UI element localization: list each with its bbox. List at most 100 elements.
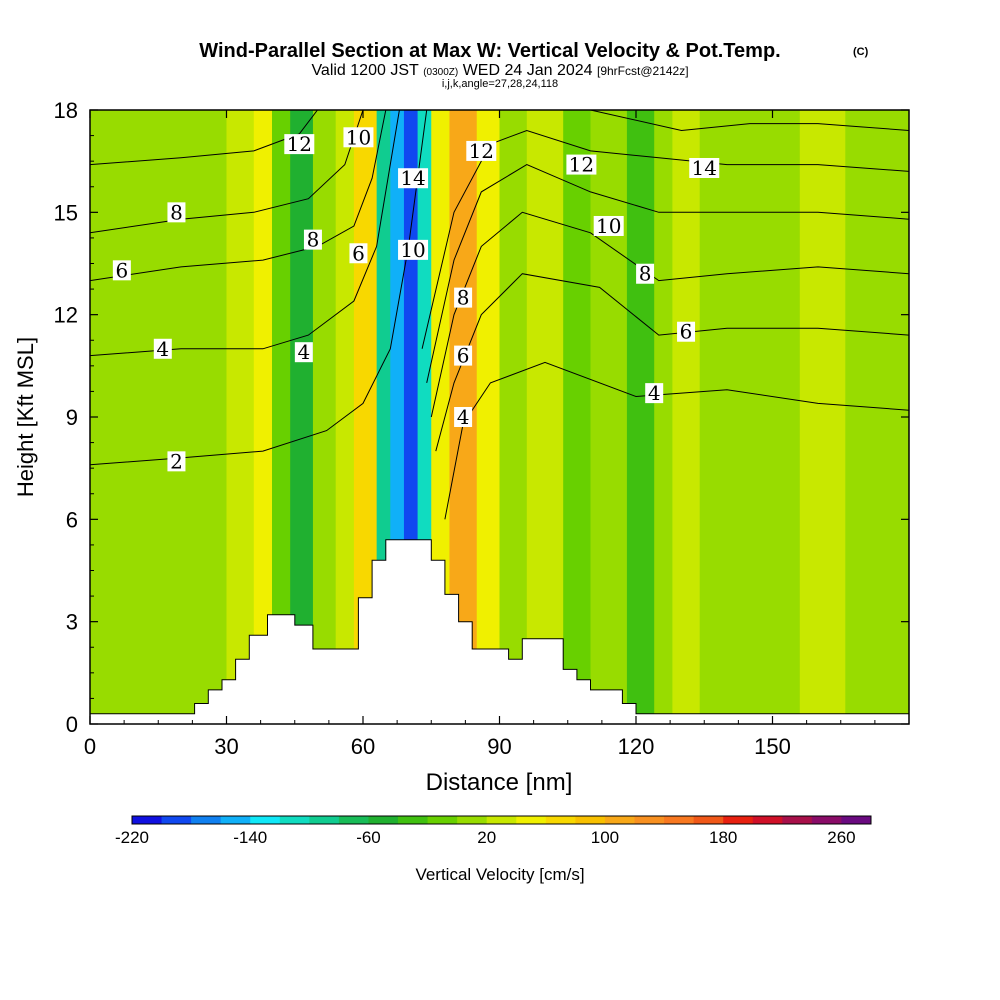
contour-label-box [593,215,624,236]
contour-label: 12 [469,139,494,163]
contour-label-box [454,287,473,308]
contour-label-box [677,321,696,342]
y-axis: 0 3 6 9 12 15 18 [54,98,909,737]
potential-temperature-contours [90,110,909,520]
contour-label-box [343,127,374,148]
velocity-column [353,110,378,724]
velocity-column [526,110,564,724]
x-tick-label: 60 [351,734,375,759]
colorbar-swatch [516,816,547,824]
x-tick-label: 90 [487,734,511,759]
colorbar-swatch [250,816,281,824]
colorbar-swatch [752,816,783,824]
velocity-column [226,110,255,724]
y-tick-label: 15 [54,200,78,225]
contour-label-box [167,451,186,472]
y-tick-label: 9 [66,405,78,430]
velocity-column [654,110,673,724]
velocity-column [108,110,155,724]
colorbar-tick-label: 100 [591,828,619,847]
contour-label: 8 [170,200,183,224]
colorbar-swatch [634,816,665,824]
contour-label: 4 [457,405,470,429]
x-axis: 0 30 60 90 120 150 [84,110,876,759]
contour-label-box [645,383,664,404]
velocity-column [799,110,846,724]
velocity-column [590,110,628,724]
velocity-column [845,110,909,724]
contour-label-box [349,243,368,264]
colorbar-swatch [161,816,192,824]
velocity-column [563,110,592,724]
colorbar: -220 -140 -60 20 100 180 260 [115,815,872,847]
velocity-column [626,110,655,724]
y-axis-label: Height [Kft MSL] [13,337,38,497]
contour-label-box [566,154,597,175]
theta-contour-line [90,110,364,234]
colorbar-swatch [309,816,340,824]
contour-label-box [466,140,497,161]
contour-label: 8 [457,286,470,310]
colorbar-swatch [368,816,399,824]
chart-title: Wind-Parallel Section at Max W: Vertical… [199,40,780,62]
colorbar-swatch [338,816,369,824]
theta-contour-line [90,110,318,166]
x-axis-label: Distance [nm] [426,769,573,796]
contour-label: 4 [648,381,661,405]
contour-label: 6 [352,241,365,265]
colorbar-swatch [220,816,251,824]
contour-label-box [294,342,313,363]
contour-label-box [636,263,655,284]
contour-label: 14 [400,166,425,190]
x-tick-label: 150 [754,734,791,759]
valid-time-local: Valid 1200 JST [311,62,419,79]
y-tick-label: 6 [66,507,78,532]
colorbar-tick-label: 20 [477,828,496,847]
x-tick-label: 30 [214,734,238,759]
velocity-column [90,110,109,724]
contour-label-box [454,345,473,366]
colorbar-swatch [398,816,428,824]
contour-label: 12 [287,132,312,156]
colorbar-swatch [427,816,458,824]
colorbar-swatch [693,816,724,824]
velocity-column [699,110,728,724]
colorbar-swatch [723,816,754,824]
valid-time-utc: (0300Z) [423,67,458,78]
contour-label: 14 [692,156,717,180]
velocity-column [749,110,801,724]
colorbar-tick-label: 180 [709,828,737,847]
contour-label: 6 [115,258,128,282]
velocity-column [253,110,273,724]
y-tick-label: 0 [66,712,78,737]
x-tick-label: 120 [618,734,655,759]
y-tick-label: 18 [54,98,78,123]
contour-label-box [284,134,315,155]
colorbar-frame [131,815,872,825]
velocity-column [672,110,701,724]
y-tick-label: 12 [54,303,78,328]
velocity-column [476,110,501,724]
colorbar-tick-label: -140 [233,828,267,847]
colorbar-swatch [664,816,695,824]
colorbar-tick-label: -60 [356,828,381,847]
contour-label: 8 [307,228,320,252]
vertical-velocity-field [90,110,909,724]
contour-label: 4 [297,340,310,364]
colorbar-swatch [457,816,488,824]
contour-label-box [167,202,186,223]
contour-label-box [153,338,172,359]
colorbar-swatch [191,816,222,824]
colorbar-tick-label: -220 [115,828,149,847]
contour-label: 10 [596,214,621,238]
contour-label-box [689,157,720,178]
contour-label-box [398,168,429,189]
colorbar-swatch [545,816,576,824]
velocity-column [190,110,228,724]
colorbar-swatch [575,816,606,824]
colorbar-swatch [811,816,842,824]
colorbar-swatch [782,816,813,824]
contour-label-box [398,239,429,260]
grid-indices: i,j,k,angle=27,28,24,118 [442,78,558,90]
